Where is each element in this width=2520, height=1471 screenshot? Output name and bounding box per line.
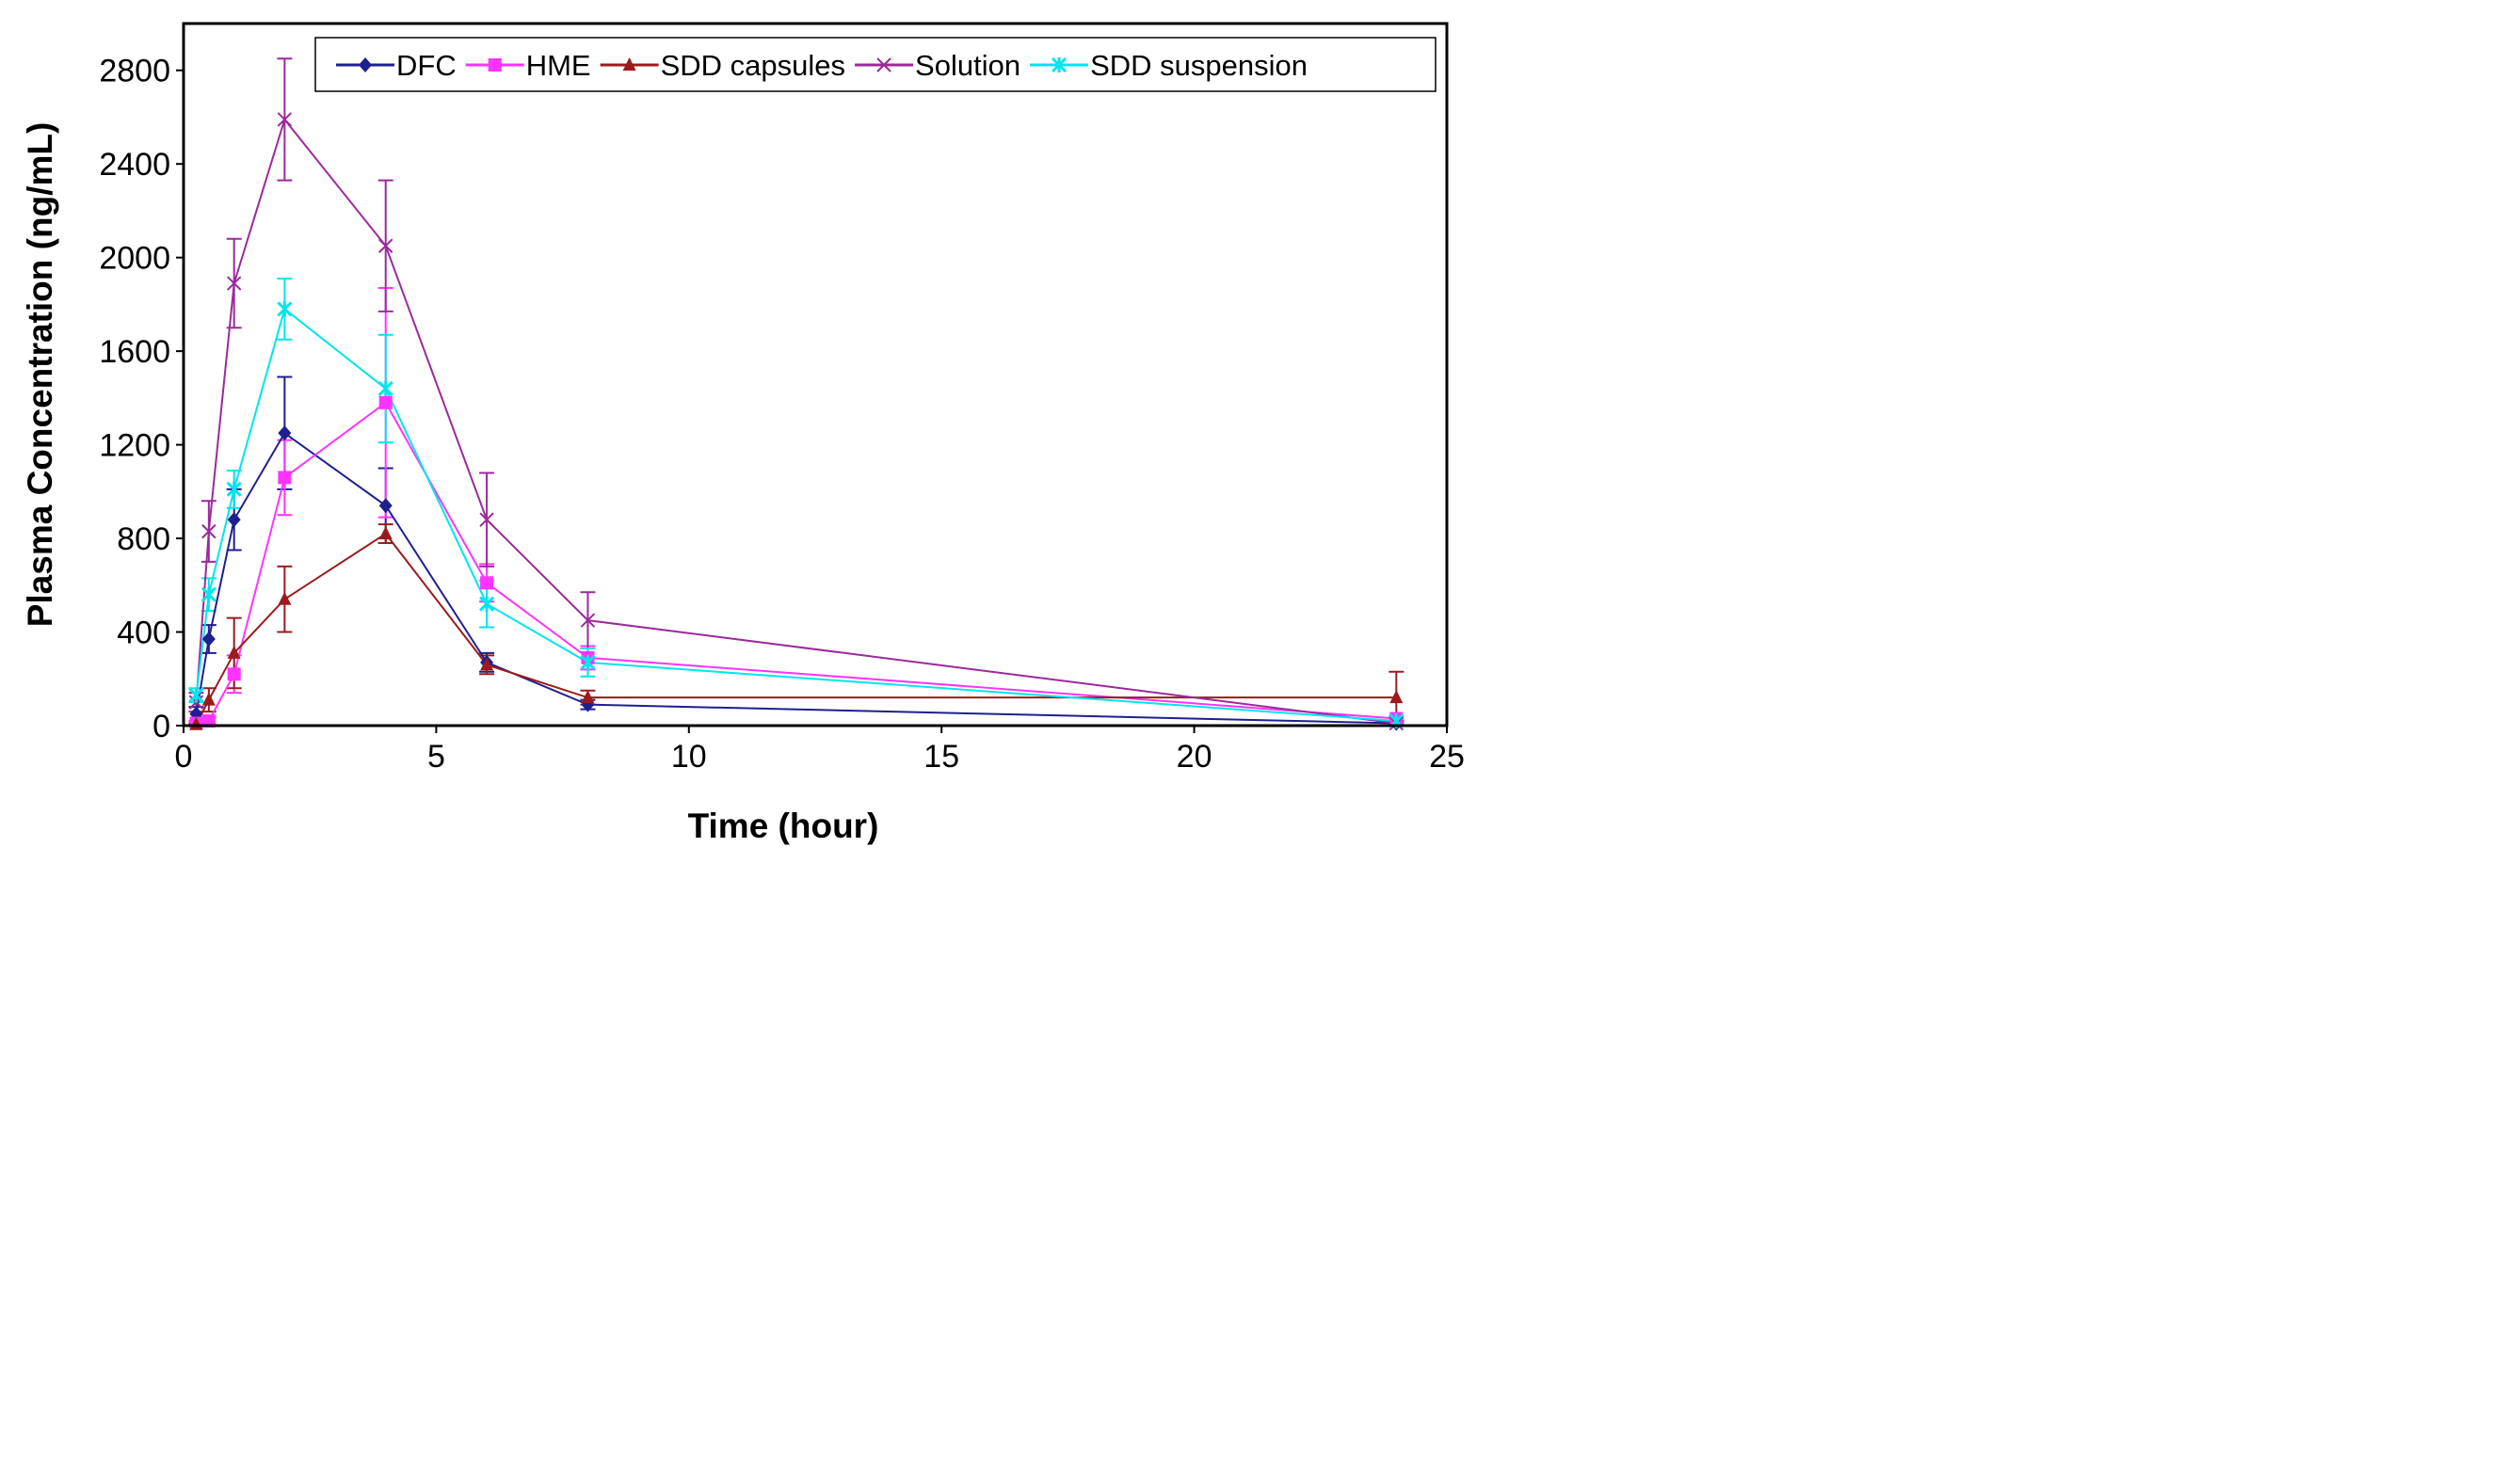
data-point <box>377 380 393 396</box>
y-tick-label: 0 <box>152 709 170 744</box>
y-axis-title: Plasma Concentration (ng/mL) <box>21 122 59 628</box>
x-tick-label: 5 <box>427 739 445 775</box>
y-tick-label: 2000 <box>99 241 170 277</box>
x-axis-title: Time (hour) <box>688 807 879 845</box>
data-point <box>201 586 217 602</box>
data-point <box>479 512 494 527</box>
series-lines <box>195 117 1397 726</box>
y-tick-label: 400 <box>117 616 170 651</box>
data-point <box>479 596 495 612</box>
legend: DFC HME SDD capsules Solution SDD suspension <box>314 37 1437 92</box>
legend-label: HME <box>526 49 591 82</box>
legend-label: Solution <box>915 49 1020 82</box>
series-line-0 <box>195 431 1397 725</box>
x-tick-label: 25 <box>1429 739 1465 775</box>
data-point <box>226 481 242 497</box>
data-point <box>278 591 292 605</box>
error-bars <box>188 57 1404 727</box>
data-point <box>378 498 393 514</box>
legend-marker <box>1051 56 1067 73</box>
series-line-3 <box>195 117 1397 725</box>
plot-area-frame <box>182 22 1449 728</box>
data-point <box>201 631 216 647</box>
data-point <box>580 654 596 670</box>
data-point <box>378 395 393 409</box>
chart: 0 400 800 1200 1600 2000 2400 2800 0 5 10 15 20 25 Ti… <box>21 22 1465 845</box>
y-tick-label: 2800 <box>99 54 170 89</box>
y-tick-label: 1600 <box>99 334 170 370</box>
data-point <box>227 512 241 528</box>
data-point <box>278 425 292 441</box>
legend-label: DFC <box>396 49 457 82</box>
data-point <box>580 613 596 628</box>
legend-label: SDD capsules <box>661 49 845 82</box>
series-markers <box>188 112 1404 731</box>
legend-marker <box>359 57 372 72</box>
data-point <box>277 301 293 317</box>
legend-marker <box>622 57 636 71</box>
axes: 0 400 800 1200 1600 2000 2400 2800 0 5 10 15 20 25 <box>99 54 1465 775</box>
y-tick-label: 1200 <box>99 428 170 464</box>
x-tick-label: 15 <box>923 739 959 775</box>
series-line-2 <box>195 532 1397 726</box>
data-point <box>1389 690 1404 704</box>
data-point <box>378 238 393 253</box>
series-line-1 <box>196 401 1397 725</box>
legend-marker <box>876 57 891 72</box>
legend-label: SDD suspension <box>1090 49 1308 82</box>
data-point <box>278 471 292 485</box>
data-point <box>378 526 393 540</box>
legend-marker <box>488 58 502 72</box>
series-line-4 <box>195 307 1397 723</box>
x-tick-label: 10 <box>671 739 707 775</box>
data-point <box>226 276 242 291</box>
data-point <box>480 576 494 590</box>
x-tick-label: 0 <box>175 739 193 775</box>
y-tick-label: 2400 <box>99 147 170 183</box>
data-point <box>227 667 241 681</box>
data-point <box>581 690 595 704</box>
y-tick-label: 800 <box>117 521 170 557</box>
data-point <box>277 112 293 127</box>
data-point <box>201 692 216 706</box>
data-point <box>188 687 204 703</box>
x-tick-label: 20 <box>1177 739 1212 775</box>
data-point <box>227 645 241 659</box>
data-point <box>201 523 217 539</box>
data-point <box>480 657 494 671</box>
